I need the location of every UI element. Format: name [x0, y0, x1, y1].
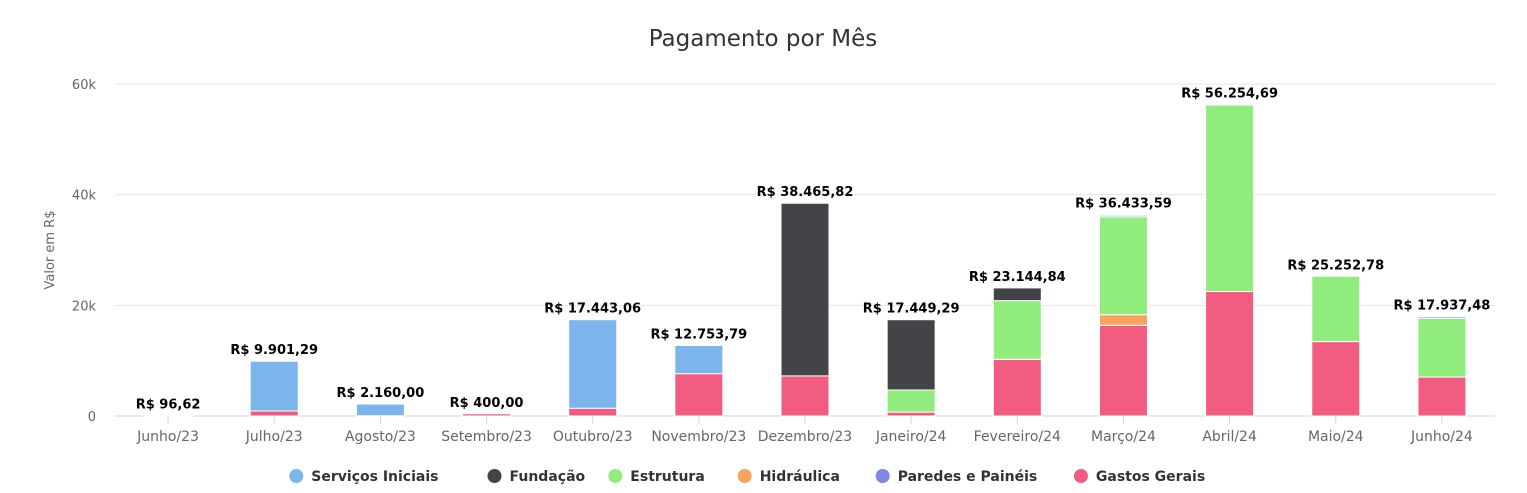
- legend-item: Paredes e Painéis: [875, 469, 1038, 485]
- total-label: R$ 17.937,48: [1394, 299, 1491, 314]
- legend-marker: [875, 469, 890, 483]
- bar-segment: [1311, 275, 1361, 343]
- bar-segment: [1098, 216, 1148, 316]
- legend-label: Serviços Iniciais: [311, 469, 438, 485]
- bar-segment: [249, 410, 299, 417]
- x-tick-label: Novembro/23: [651, 429, 746, 445]
- legend-marker: [608, 469, 623, 483]
- legend-label: Gastos Gerais: [1096, 469, 1205, 485]
- x-tick-label: Março/24: [1091, 429, 1156, 445]
- legend-marker: [1073, 469, 1088, 483]
- bar-segment: [886, 411, 936, 417]
- bars: [143, 104, 1467, 417]
- y-tick-label: 40k: [72, 189, 97, 204]
- bar-segment: [1098, 214, 1148, 216]
- bar-segment: [355, 403, 405, 417]
- x-tick-label: Julho/23: [245, 429, 303, 445]
- bar-segment: [1417, 317, 1467, 378]
- legend-item: Gastos Gerais: [1073, 469, 1205, 485]
- total-label: R$ 12.753,79: [650, 327, 747, 342]
- x-tick-label: Abril/24: [1202, 429, 1257, 445]
- bar-segment: [1205, 104, 1255, 292]
- bar-segment: [1417, 316, 1467, 319]
- bar-segment: [249, 360, 299, 412]
- legend-label: Estrutura: [630, 469, 704, 485]
- legend-item: Estrutura: [608, 469, 705, 485]
- x-tick-label: Junho/23: [136, 429, 199, 445]
- y-axis-label: Valor em R$: [43, 211, 58, 290]
- bar-segment: [674, 344, 724, 375]
- legend-label: Fundação: [510, 469, 586, 485]
- bar-segment: [462, 413, 512, 417]
- bar-segment: [143, 414, 193, 417]
- bar-segment: [992, 300, 1042, 360]
- bar-segment: [568, 407, 618, 417]
- bar-segment: [886, 389, 936, 413]
- bar-segment: [1098, 314, 1148, 326]
- total-label: R$ 9.901,29: [230, 343, 318, 358]
- bar-segment: [780, 202, 830, 377]
- total-label: R$ 25.252,78: [1287, 258, 1384, 273]
- bar-segment: [674, 373, 724, 417]
- bar-segment: [1205, 291, 1255, 417]
- x-tick-label: Agosto/23: [345, 429, 416, 445]
- bar-segment: [1417, 376, 1467, 417]
- bar-segment: [992, 358, 1042, 417]
- legend-marker: [737, 469, 752, 483]
- legend-label: Hidráulica: [760, 469, 840, 485]
- x-tick-label: Fevereiro/24: [974, 429, 1061, 445]
- total-label: R$ 23.144,84: [969, 270, 1066, 285]
- y-tick-label: 60k: [72, 78, 97, 93]
- x-tick-label: Janeiro/24: [875, 429, 947, 445]
- x-tick-label: Outubro/23: [553, 429, 633, 445]
- total-label: R$ 17.443,06: [544, 301, 641, 316]
- legend-label: Paredes e Painéis: [898, 469, 1038, 485]
- legend-marker: [487, 469, 502, 483]
- x-tick-label: Maio/24: [1308, 429, 1364, 445]
- x-axis-ticks: Junho/23 Julho/23 Agosto/23 Setembro/23 Outu…: [136, 416, 1473, 445]
- total-labels: R$ 96,62 R$ 9.901,29 R$ 2.160,00 R$ 400,00 R…: [136, 87, 1491, 413]
- legend: Serviços Iniciais Fundação Estrutura Hidráu…: [289, 469, 1205, 485]
- x-tick-label: Setembro/23: [441, 429, 532, 445]
- total-label: R$ 36.433,59: [1075, 196, 1172, 211]
- bar-segment: [568, 319, 618, 409]
- legend-item: Serviços Iniciais: [289, 469, 438, 485]
- bar-segment: [886, 319, 936, 391]
- total-label: R$ 38.465,82: [757, 185, 854, 200]
- chart-title: Pagamento por Mês: [649, 26, 878, 52]
- total-label: R$ 56.254,69: [1181, 87, 1278, 102]
- y-axis-ticks: 0 20k 40k 60k: [72, 78, 97, 425]
- bar-segment: [1098, 324, 1148, 417]
- bar-segment: [780, 375, 830, 417]
- bar-segment: [992, 287, 1042, 302]
- y-tick-label: 0: [88, 410, 96, 425]
- total-label: R$ 400,00: [450, 396, 524, 411]
- total-label: R$ 17.449,29: [863, 301, 960, 316]
- legend-item: Fundação: [487, 469, 586, 485]
- x-tick-label: Dezembro/23: [758, 429, 852, 445]
- total-label: R$ 96,62: [136, 397, 201, 412]
- bar-segment: [1311, 341, 1361, 417]
- total-label: R$ 2.160,00: [337, 386, 425, 401]
- x-tick-label: Junho/24: [1410, 429, 1473, 445]
- legend-marker: [289, 469, 304, 483]
- y-tick-label: 20k: [72, 299, 97, 314]
- legend-item: Hidráulica: [737, 469, 840, 485]
